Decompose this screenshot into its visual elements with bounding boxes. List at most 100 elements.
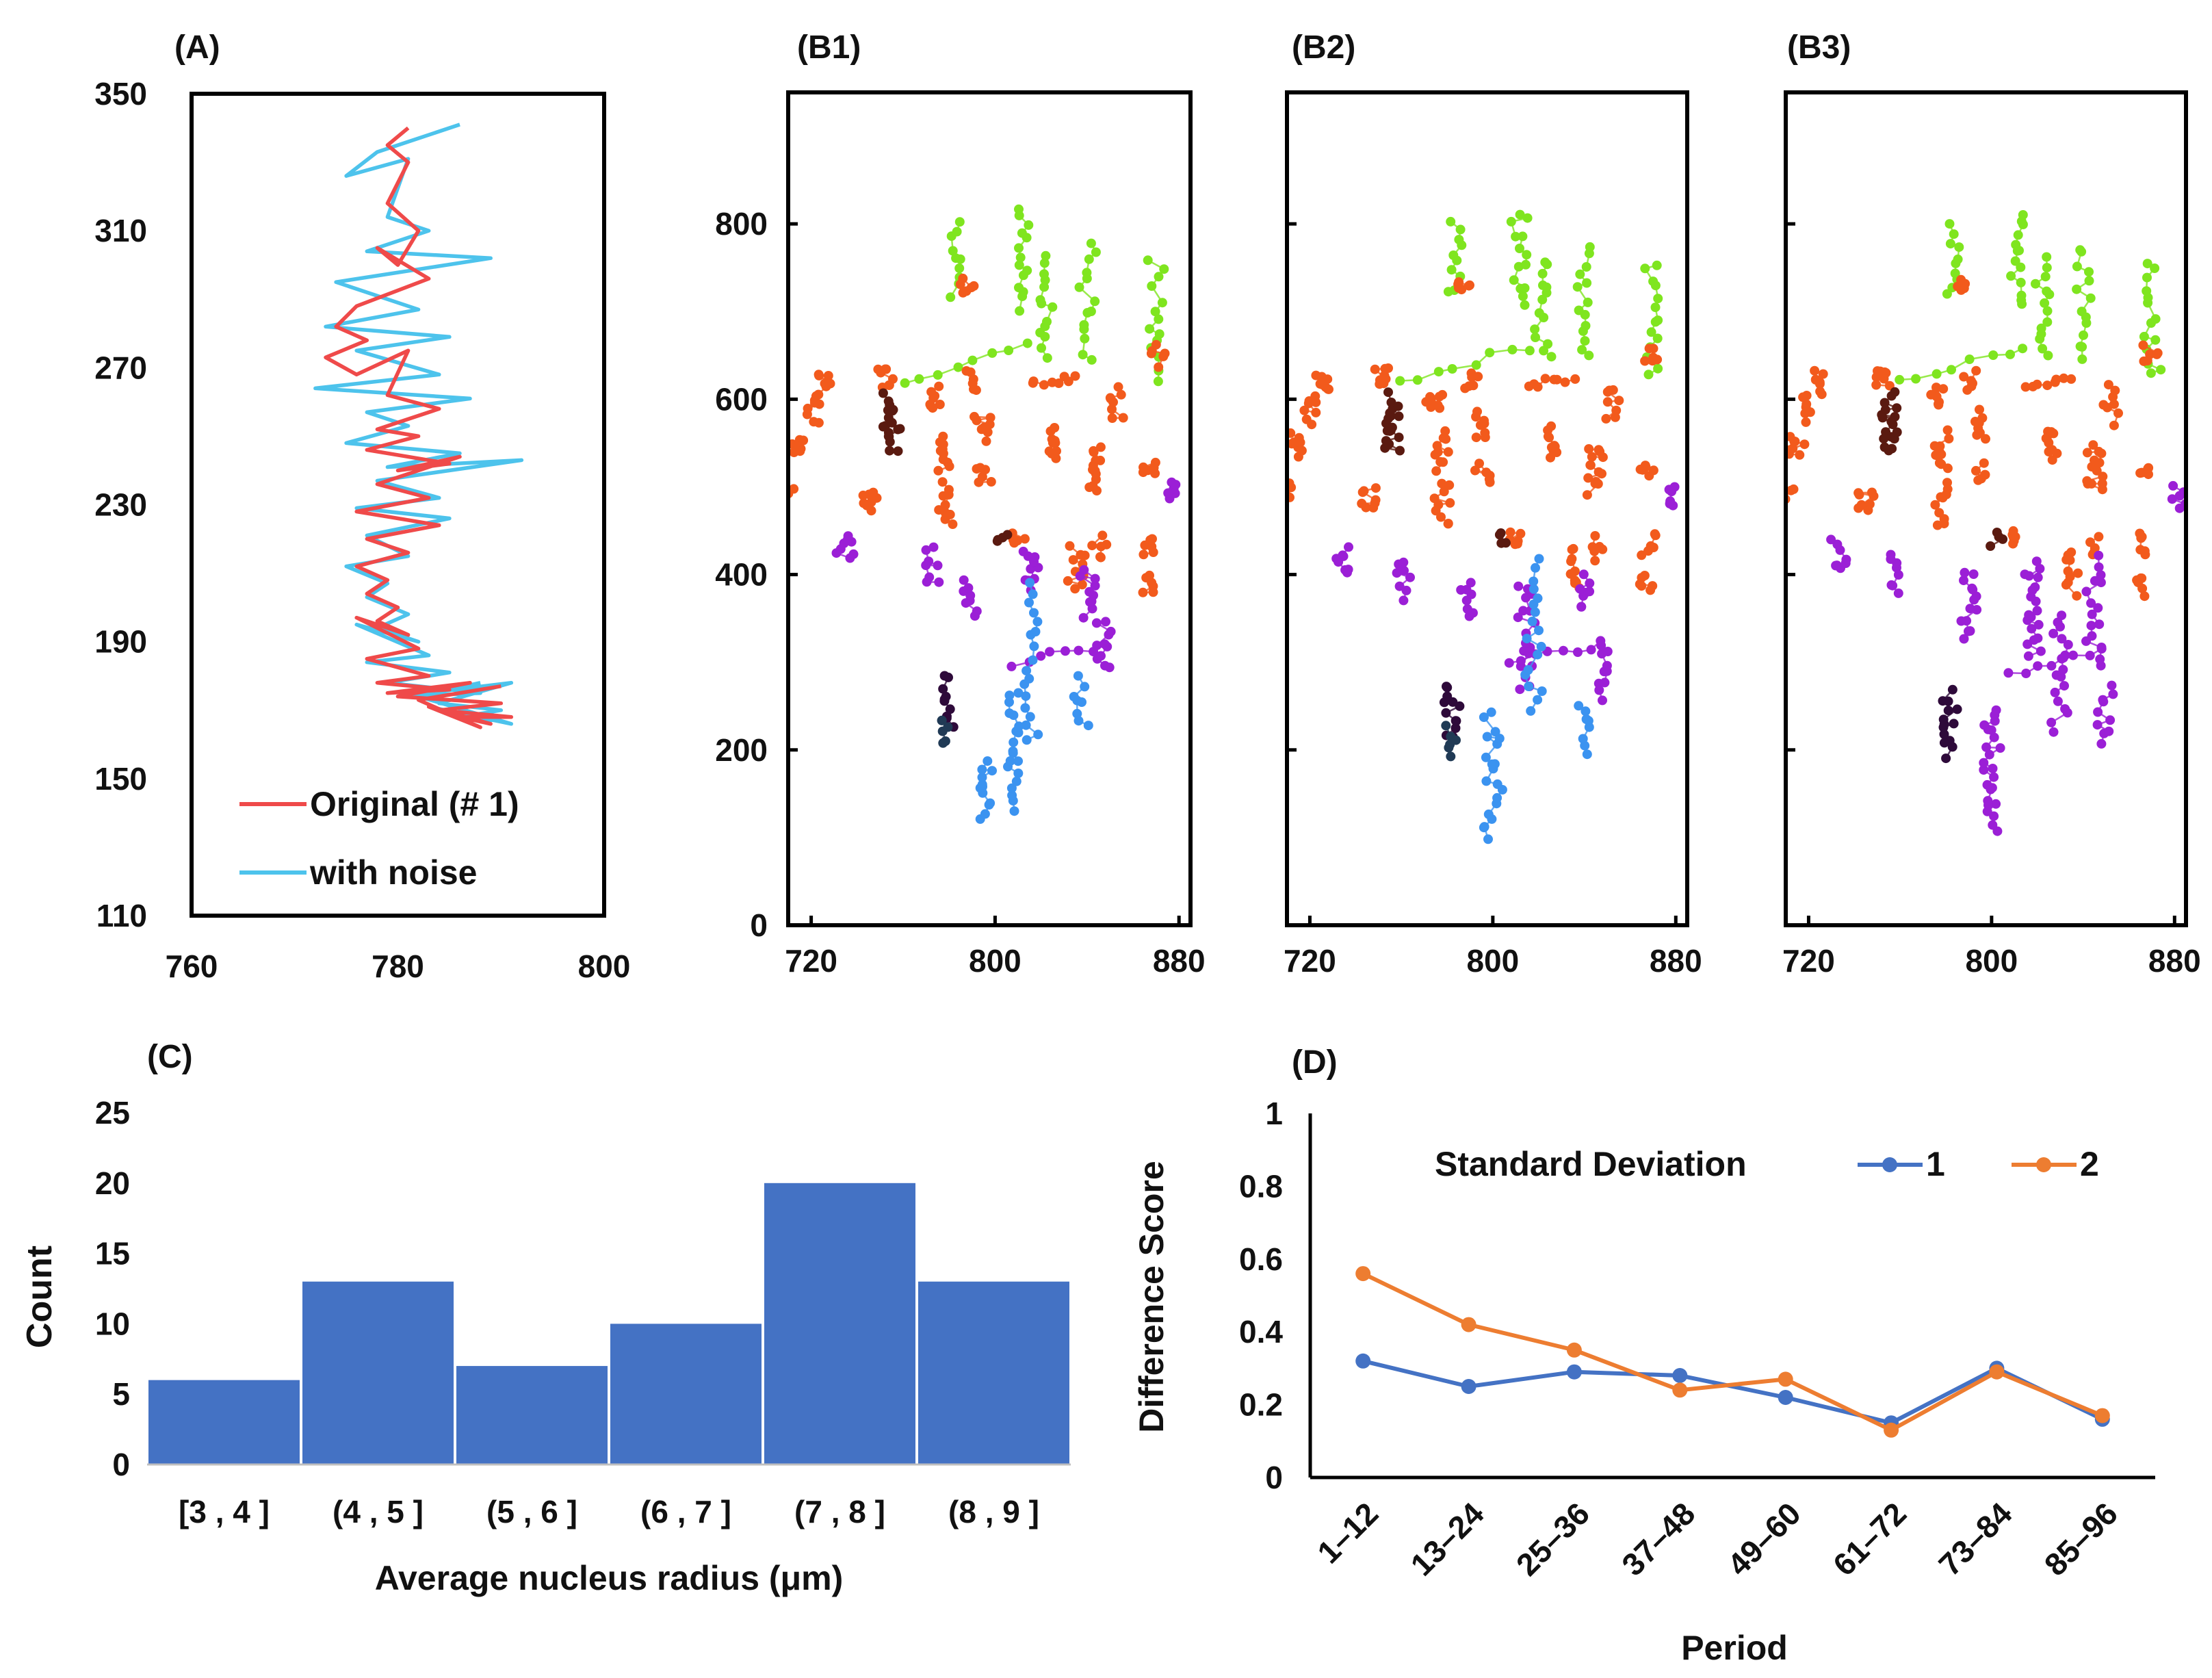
track-point	[1157, 298, 1167, 308]
points-group	[788, 204, 1181, 824]
track-point	[1454, 277, 1464, 287]
track-point	[1962, 385, 1973, 395]
track-point	[1398, 557, 1409, 567]
track-point	[1370, 364, 1380, 374]
x-tick-label: 800	[1466, 943, 1519, 979]
track-point	[1021, 720, 1031, 730]
y-tick-label: 0.8	[1239, 1168, 1283, 1204]
track-point	[1042, 353, 1052, 363]
track-point	[1147, 281, 1157, 291]
track-point	[1964, 354, 1975, 364]
y-tick-label: 0.6	[1239, 1241, 1283, 1277]
track-point	[1938, 714, 1949, 725]
track-point	[1533, 382, 1543, 392]
track-point	[2008, 526, 2018, 536]
x-tick-label: (4 , 5 ]	[333, 1494, 424, 1529]
track-point	[953, 362, 963, 372]
track-point	[1534, 625, 1544, 636]
track-point	[1020, 703, 1030, 713]
track-point	[2036, 323, 2046, 333]
track-point	[2063, 640, 2073, 649]
track-point	[1546, 421, 1557, 431]
track-point	[2077, 307, 2087, 317]
track-point	[985, 798, 996, 808]
track-point	[2042, 286, 2052, 296]
track-point	[883, 431, 894, 441]
track-point	[1444, 480, 1455, 490]
track-point	[1028, 589, 1038, 599]
track-point	[1560, 377, 1570, 387]
track-point	[1470, 465, 1480, 476]
track-point	[1450, 716, 1461, 726]
track-point	[1527, 617, 1537, 626]
track-point	[2142, 259, 2152, 269]
track-point	[1015, 253, 1026, 263]
track-point	[1163, 488, 1173, 498]
track-point	[2093, 603, 2103, 613]
x-tick-label: (8 , 9 ]	[948, 1494, 1039, 1529]
y-tick-label: 110	[96, 898, 147, 933]
track-point	[1952, 704, 1962, 714]
track-point	[966, 283, 976, 293]
track-point	[1073, 671, 1083, 681]
track-point	[1486, 707, 1496, 717]
track-point	[1009, 806, 1019, 816]
track-point	[1435, 456, 1446, 467]
track-point	[1412, 375, 1422, 385]
track-point	[1986, 541, 1996, 551]
track-point	[1294, 433, 1304, 443]
track-point	[1041, 250, 1051, 261]
track-point	[1528, 576, 1539, 586]
track-point	[1107, 404, 1117, 414]
track-point	[2024, 571, 2034, 581]
track-point	[1086, 307, 1096, 316]
track-point	[977, 779, 987, 790]
track-point	[1381, 436, 1391, 446]
series-sd2-point	[1672, 1382, 1688, 1398]
track-point	[1587, 452, 1597, 462]
x-tick-label: 85–96	[2038, 1495, 2124, 1582]
track-point	[1456, 585, 1466, 595]
track-point	[1014, 243, 1024, 253]
track-point	[1431, 466, 1442, 476]
track-point	[1487, 759, 1497, 769]
track-point	[1145, 324, 1155, 334]
track-point	[924, 572, 935, 582]
track-point	[858, 490, 868, 500]
x-tick-label: 13–24	[1403, 1495, 1491, 1583]
track-point	[1105, 393, 1115, 403]
track-point	[1394, 433, 1404, 443]
track-point	[1090, 580, 1100, 591]
track-point	[1013, 769, 1024, 778]
track-point	[2081, 586, 2092, 597]
track-point	[1483, 809, 1494, 819]
track-point	[1585, 460, 1596, 470]
track-point	[1989, 772, 1999, 782]
track-point	[1643, 370, 1654, 380]
panel-label: (B1)	[797, 29, 861, 66]
track-point	[935, 400, 945, 409]
track-point	[1645, 541, 1656, 551]
track-point	[2142, 286, 2152, 296]
track-point	[2058, 653, 2068, 663]
track-point	[2050, 687, 2060, 697]
track-point	[1964, 626, 1973, 636]
track-point	[2072, 591, 2082, 601]
track-point	[1481, 467, 1492, 478]
track-point	[1818, 369, 1828, 379]
track-point	[2098, 472, 2108, 482]
track-point	[2144, 463, 2154, 473]
track-point	[1483, 834, 1493, 844]
track-point	[1513, 612, 1523, 623]
track-point	[1011, 776, 1022, 786]
x-axis-title: Period	[1681, 1629, 1788, 1667]
track-point	[1454, 235, 1464, 245]
track-point	[2040, 272, 2051, 282]
track-point	[1934, 508, 1944, 518]
track-point	[980, 809, 990, 819]
histogram-bar	[456, 1366, 608, 1464]
track-point	[2032, 379, 2042, 389]
track-point	[1159, 264, 1169, 274]
track-point	[1466, 578, 1476, 588]
track-point	[977, 472, 987, 482]
